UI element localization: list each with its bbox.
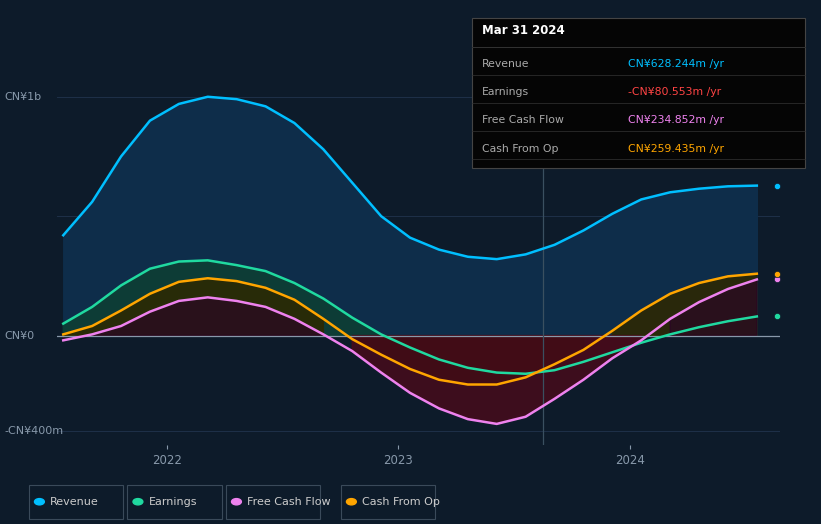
Text: Mar 31 2024: Mar 31 2024 bbox=[482, 24, 565, 37]
Text: Earnings: Earnings bbox=[149, 497, 197, 507]
Text: Revenue: Revenue bbox=[482, 59, 530, 69]
Text: Cash From Op: Cash From Op bbox=[362, 497, 440, 507]
Text: -CN¥80.553m /yr: -CN¥80.553m /yr bbox=[628, 87, 721, 97]
Text: CN¥234.852m /yr: CN¥234.852m /yr bbox=[628, 115, 724, 125]
Text: Revenue: Revenue bbox=[50, 497, 99, 507]
Text: Cash From Op: Cash From Op bbox=[482, 144, 558, 154]
Text: -CN¥400m: -CN¥400m bbox=[4, 426, 63, 436]
Text: Free Cash Flow: Free Cash Flow bbox=[482, 115, 564, 125]
Text: Past: Past bbox=[751, 73, 776, 86]
Text: CN¥259.435m /yr: CN¥259.435m /yr bbox=[628, 144, 724, 154]
Text: CN¥1b: CN¥1b bbox=[4, 92, 41, 102]
Text: Earnings: Earnings bbox=[482, 87, 529, 97]
Text: CN¥0: CN¥0 bbox=[4, 331, 34, 341]
Text: CN¥628.244m /yr: CN¥628.244m /yr bbox=[628, 59, 724, 69]
Text: Free Cash Flow: Free Cash Flow bbox=[247, 497, 331, 507]
